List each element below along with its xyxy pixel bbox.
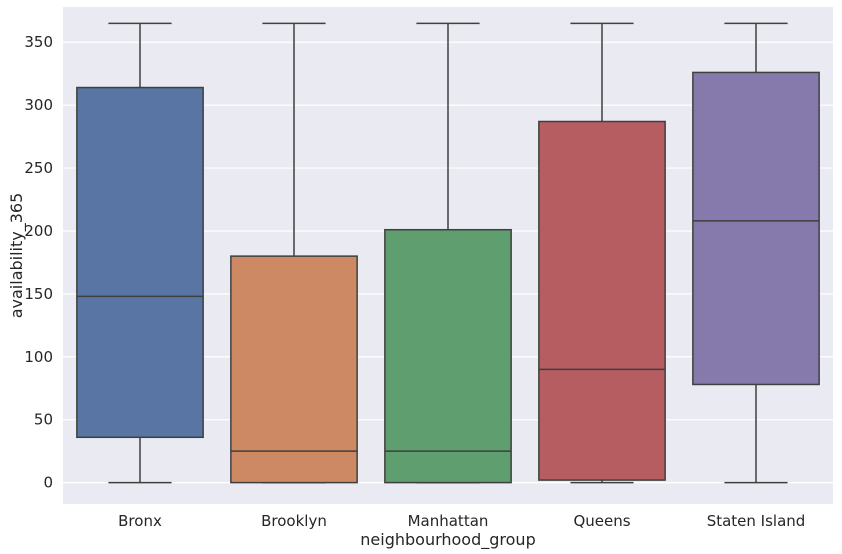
y-tick-label: 100: [24, 348, 53, 366]
x-tick-label: Brooklyn: [261, 512, 327, 530]
y-tick-label: 300: [24, 96, 53, 114]
boxes: [76, 22, 820, 484]
iqr-box: [76, 86, 204, 439]
x-tick-labels: Bronx Brooklyn Manhattan Queens Staten Islan…: [118, 512, 805, 530]
x-tick-label: Queens: [573, 512, 630, 530]
y-tick-labels: 0 50 100 150 200 250 300 350: [24, 33, 53, 491]
x-tick-label: Manhattan: [408, 512, 489, 530]
y-axis-label: availability_365: [7, 193, 27, 319]
x-tick-label: Bronx: [118, 512, 162, 530]
iqr-box: [384, 228, 512, 484]
box-brooklyn: [230, 22, 358, 484]
iqr-box: [538, 120, 666, 481]
x-axis-label: neighbourhood_group: [360, 530, 535, 550]
y-tick-label: 150: [24, 285, 53, 303]
box-staten-island: [692, 22, 820, 484]
iqr-box: [692, 71, 820, 386]
iqr-box: [230, 255, 358, 484]
y-tick-label: 350: [24, 33, 53, 51]
y-tick-label: 250: [24, 159, 53, 177]
y-tick-label: 0: [43, 474, 53, 492]
box-manhattan: [384, 22, 512, 484]
x-tick-label: Staten Island: [707, 512, 806, 530]
y-tick-label: 50: [34, 411, 53, 429]
y-tick-label: 200: [24, 222, 53, 240]
box-queens: [538, 22, 666, 484]
box-bronx: [76, 22, 204, 484]
